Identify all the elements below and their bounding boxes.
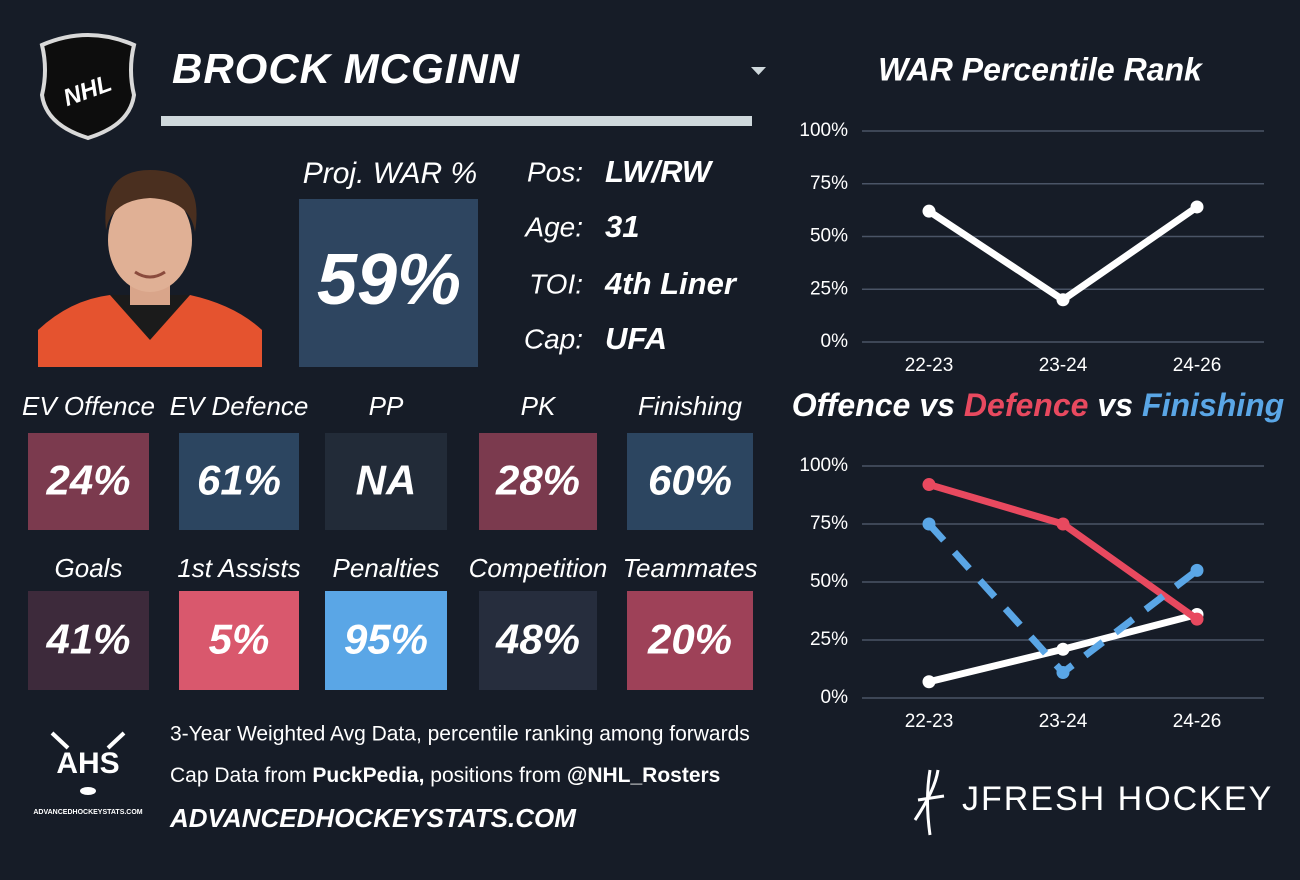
footnote-part: PuckPedia, [312,764,424,787]
title-separator: vs [1097,387,1133,423]
info-value: 31 [605,209,639,244]
data-point [1056,642,1070,656]
ahs-puck [80,787,96,795]
data-point [1056,293,1070,307]
info-value: LW/RW [605,154,714,189]
tile [627,433,753,530]
x-tick-label: 23-24 [1039,355,1088,376]
x-tick-label: 24-26 [1173,355,1222,376]
y-tick-label: 75% [810,173,848,194]
data-point [922,517,936,531]
tile [325,433,447,530]
tile-value: 41% [45,616,130,663]
tile-label: Competition [469,553,608,583]
x-tick-label: 23-24 [1039,711,1088,732]
legend-entry: Defence [964,387,1089,423]
tile [325,591,447,690]
tile-value: 61% [197,457,281,504]
projection-box [299,199,478,367]
tile-label: 1st Assists [177,553,300,583]
tile [179,433,299,530]
info-label: Cap: [524,323,583,354]
player-name: BROCK MCGINN [172,45,521,92]
tile [28,433,149,530]
header-underline [161,116,752,126]
tile-value: 95% [344,616,428,663]
tile-label: Finishing [638,391,743,421]
x-tick-label: 22-23 [905,711,954,732]
ahs-site: ADVANCEDHOCKEYSTATS.COM [33,809,142,816]
nhl-logo [39,33,137,141]
data-point [1190,612,1204,626]
data-point [1190,200,1204,214]
tile-value: 28% [495,457,580,504]
tile-value: 48% [495,616,580,663]
y-tick-label: 50% [810,571,848,592]
tile-label: Teammates [623,553,758,583]
footnote-part: Cap Data from [170,764,312,787]
footnote: Cap Data from PuckPedia, positions from … [170,764,720,787]
y-tick-label: 75% [810,513,848,534]
tile-label: PP [369,391,404,421]
tile-label: Penalties [333,553,440,583]
data-point [1190,563,1204,577]
tile-value: 5% [209,616,270,663]
dropdown-arrow[interactable] [751,67,766,75]
x-tick-label: 22-23 [905,355,954,376]
tile [179,591,299,690]
y-tick-label: 0% [821,687,849,708]
x-tick-label: 24-26 [1173,711,1222,732]
jfresh-logo [913,769,945,836]
projection-label: Proj. WAR % [303,157,477,190]
footnote: 3-Year Weighted Avg Data, percentile ran… [170,723,750,746]
info-label: Age: [523,211,583,242]
y-tick-label: 100% [799,120,848,141]
tile-label: EV Offence [22,391,155,421]
tile-label: PK [521,391,557,421]
info-label: Pos: [527,156,583,187]
ahs-logo-sticks [50,731,126,750]
tile-value: 24% [45,457,130,504]
y-tick-label: 25% [810,629,848,650]
y-tick-label: 50% [810,226,848,247]
tile [479,591,597,690]
data-point [1056,517,1070,531]
y-tick-label: 0% [821,331,849,352]
ahs-logo-text: AHS [56,747,119,780]
footnote-part: positions from [424,764,566,787]
y-tick-label: 25% [810,278,848,299]
player-photo [38,165,262,367]
y-tick-label: 100% [799,455,848,476]
chart-title: WAR Percentile Rank [878,51,1204,87]
tile [479,433,597,530]
projection-value: 59% [317,240,461,320]
footnote-part: @NHL_Rosters [567,764,721,787]
title-separator: vs [919,387,955,423]
legend-entry: Offence [792,387,911,423]
legend-entry: Finishing [1142,387,1284,423]
tile [627,591,753,690]
brand: JFRESH HOCKEY [962,780,1273,818]
info-value: UFA [605,321,667,356]
site-link: ADVANCEDHOCKEYSTATS.COM [169,803,577,833]
data-point [922,204,936,218]
tile-label: EV Defence [170,391,309,421]
info-value: 4th Liner [604,266,738,301]
tile-label: Goals [55,553,123,583]
data-point [922,478,936,492]
chart-title: Offence vs Defence vs Finishing [792,387,1284,423]
tile-value: 20% [647,616,732,663]
data-point [1056,665,1070,679]
info-label: TOI: [529,268,583,299]
tile-value: 60% [648,457,732,504]
tile [28,591,149,690]
tile-value: NA [356,457,417,504]
data-point [922,675,936,689]
